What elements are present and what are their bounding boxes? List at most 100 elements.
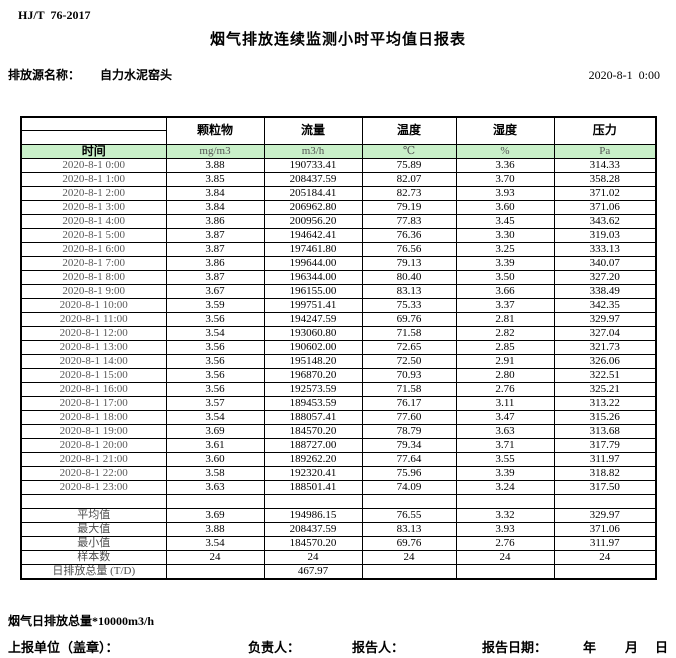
- summary-value-cell: 3.54: [165, 535, 265, 551]
- summary-value-cell: [455, 563, 555, 580]
- table-row: 2020-8-1 11:00 3.56 194247.59 69.76 2.81 329.…: [20, 311, 657, 327]
- value-cell: 319.03: [553, 227, 657, 243]
- time-cell: 2020-8-1 6:00: [20, 241, 167, 257]
- value-cell: 3.39: [455, 255, 555, 271]
- report-date-label: 报告日期：: [482, 640, 548, 655]
- time-cell: 2020-8-1 11:00: [20, 311, 167, 327]
- table-row: 2020-8-1 4:00 3.86 200956.20 77.83 3.45 343.6…: [20, 213, 657, 229]
- value-cell: 3.56: [165, 381, 265, 397]
- value-cell: 197461.80: [263, 241, 363, 257]
- value-cell: 3.87: [165, 241, 265, 257]
- meta-row: 排放源名称： 自力水泥窑头 2020-8-1 0:00: [8, 66, 660, 83]
- value-cell: 194642.41: [263, 227, 363, 243]
- summary-value-cell: 329.97: [553, 507, 657, 523]
- value-cell: 206962.80: [263, 199, 363, 215]
- time-cell: 2020-8-1 22:00: [20, 465, 167, 481]
- summary-value-cell: 24: [553, 549, 657, 565]
- value-cell: 3.67: [165, 283, 265, 299]
- table-row: 2020-8-1 13:00 3.56 190602.00 72.65 2.85 321.…: [20, 339, 657, 355]
- value-cell: 199751.41: [263, 297, 363, 313]
- value-cell: 3.50: [455, 269, 555, 285]
- emission-source-label: 排放源名称：: [8, 68, 81, 82]
- time-cell: 2020-8-1 14:00: [20, 353, 167, 369]
- value-cell: 3.47: [455, 409, 555, 425]
- value-cell: 3.61: [165, 437, 265, 453]
- value-cell: 3.84: [165, 199, 265, 215]
- summary-row: 最小值 3.54 184570.20 69.76 2.76 311.97: [20, 535, 657, 551]
- time-cell: 2020-8-1 17:00: [20, 395, 167, 411]
- value-cell: 3.59: [165, 297, 265, 313]
- summary-row: 平均值 3.69 194986.15 76.55 3.32 329.97: [20, 507, 657, 523]
- time-cell: 2020-8-1 15:00: [20, 367, 167, 383]
- header-empty-cell: [20, 116, 167, 132]
- time-cell: 2020-8-1 12:00: [20, 325, 167, 341]
- summary-value-cell: [553, 563, 657, 580]
- summary-value-cell: 311.97: [553, 535, 657, 551]
- column-header-flow: 流量: [263, 116, 363, 145]
- value-cell: 325.21: [553, 381, 657, 397]
- value-cell: 3.56: [165, 339, 265, 355]
- time-cell: 2020-8-1 16:00: [20, 381, 167, 397]
- value-cell: 3.56: [165, 311, 265, 327]
- summary-label-cell: 最大值: [20, 521, 167, 537]
- value-cell: 78.79: [361, 423, 457, 439]
- value-cell: 3.85: [165, 171, 265, 187]
- value-cell: 3.55: [455, 451, 555, 467]
- value-cell: 3.57: [165, 395, 265, 411]
- summary-label-cell: 样本数: [20, 549, 167, 565]
- time-cell: 2020-8-1 0:00: [20, 157, 167, 173]
- value-cell: 200956.20: [263, 213, 363, 229]
- value-cell: 3.87: [165, 269, 265, 285]
- value-cell: 3.84: [165, 185, 265, 201]
- time-cell: 2020-8-1 3:00: [20, 199, 167, 215]
- table-row: 2020-8-1 19:00 3.69 184570.20 78.79 3.63 313.…: [20, 423, 657, 439]
- header-empty-cell: [20, 130, 167, 145]
- value-cell: 358.28: [553, 171, 657, 187]
- time-header-cell: 时间: [20, 143, 167, 159]
- value-cell: 313.22: [553, 395, 657, 411]
- value-cell: 3.86: [165, 213, 265, 229]
- value-cell: 3.39: [455, 465, 555, 481]
- data-rows: 2020-8-1 0:00 3.88 190733.41 75.89 3.36 314.3…: [20, 157, 657, 495]
- table-row: 2020-8-1 5:00 3.87 194642.41 76.36 3.30 319.0…: [20, 227, 657, 243]
- table-row: 2020-8-1 9:00 3.67 196155.00 83.13 3.66 338.4…: [20, 283, 657, 299]
- value-cell: 3.60: [165, 451, 265, 467]
- value-cell: 329.97: [553, 311, 657, 327]
- value-cell: 71.58: [361, 381, 457, 397]
- value-cell: 69.76: [361, 311, 457, 327]
- time-cell: 2020-8-1 8:00: [20, 269, 167, 285]
- value-cell: 3.63: [165, 479, 265, 495]
- reporter-label: 报告人：: [352, 640, 405, 655]
- summary-value-cell: 24: [165, 549, 265, 565]
- summary-value-cell: 24: [263, 549, 363, 565]
- summary-value-cell: [361, 563, 457, 580]
- value-cell: 3.87: [165, 227, 265, 243]
- empty-row: [20, 493, 657, 509]
- value-cell: 83.13: [361, 283, 457, 299]
- value-cell: 371.02: [553, 185, 657, 201]
- time-cell: 2020-8-1 13:00: [20, 339, 167, 355]
- value-cell: 208437.59: [263, 171, 363, 187]
- value-cell: 3.70: [455, 171, 555, 187]
- value-cell: 315.26: [553, 409, 657, 425]
- value-cell: 188727.00: [263, 437, 363, 453]
- value-cell: 3.71: [455, 437, 555, 453]
- value-cell: 317.50: [553, 479, 657, 495]
- summary-label-cell: 日排放总量 (T/D): [20, 563, 167, 580]
- value-cell: 72.50: [361, 353, 457, 369]
- value-cell: 70.93: [361, 367, 457, 383]
- summary-rows: 平均值 3.69 194986.15 76.55 3.32 329.97 最大值 3.88 20…: [20, 507, 657, 580]
- value-cell: 75.33: [361, 297, 457, 313]
- time-cell: 2020-8-1 19:00: [20, 423, 167, 439]
- value-cell: 189453.59: [263, 395, 363, 411]
- value-cell: 340.07: [553, 255, 657, 271]
- value-cell: 342.35: [553, 297, 657, 313]
- unit-cell-humidity: %: [455, 143, 555, 159]
- time-cell: 2020-8-1 23:00: [20, 479, 167, 495]
- value-cell: 2.91: [455, 353, 555, 369]
- value-cell: 2.82: [455, 325, 555, 341]
- value-cell: 322.51: [553, 367, 657, 383]
- summary-value-cell: 3.93: [455, 521, 555, 537]
- value-cell: 79.13: [361, 255, 457, 271]
